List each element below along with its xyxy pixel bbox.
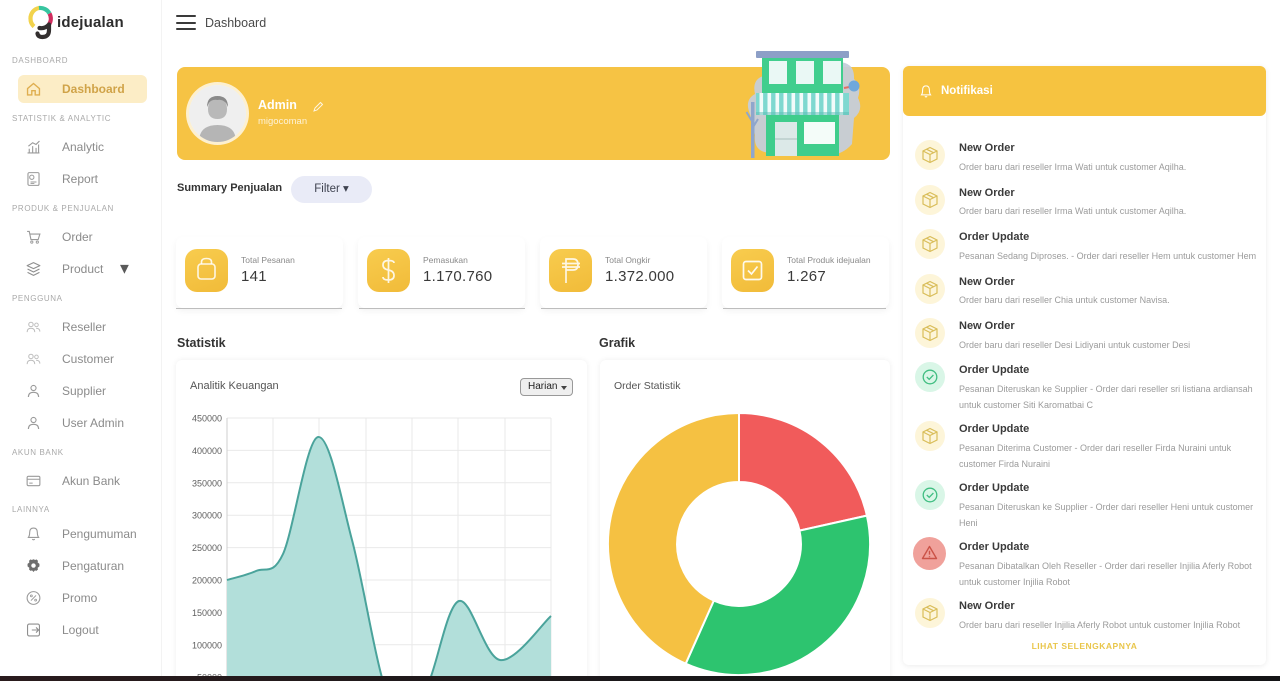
svg-text:400000: 400000 — [192, 446, 222, 456]
svg-text:450000: 450000 — [192, 414, 222, 424]
svg-text:150000: 150000 — [192, 608, 222, 618]
svg-text:200000: 200000 — [192, 576, 222, 586]
svg-text:350000: 350000 — [192, 478, 222, 488]
svg-text:100000: 100000 — [192, 640, 222, 650]
svg-text:300000: 300000 — [192, 511, 222, 521]
svg-text:250000: 250000 — [192, 543, 222, 553]
